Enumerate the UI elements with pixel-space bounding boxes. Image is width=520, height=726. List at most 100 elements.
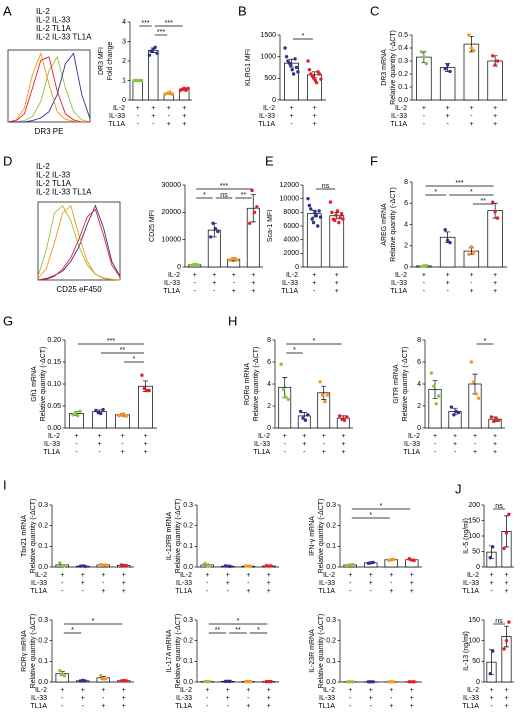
condition-label: IL-2 [113,105,125,112]
data-point [443,228,447,232]
data-point [58,561,62,565]
condition-sign: + [493,288,497,295]
y-axis-label: IL-23R mRNA [309,629,316,673]
condition-sign: - [313,288,316,295]
data-point [391,680,396,684]
condition-label: TL1A [163,288,180,295]
condition-sign: + [493,121,497,128]
condition-sign: + [348,572,352,579]
data-point [196,263,201,267]
condition-label: IL-33 [391,280,407,287]
condition-label: TL1A [462,703,479,710]
data-point [269,564,273,568]
data-point [474,392,478,396]
y-tick-label: 0 [476,564,480,571]
condition-sign: - [121,441,124,448]
condition-sign: + [246,572,250,579]
data-point [186,86,190,91]
y-axis-label: CD25 MFI [149,210,156,242]
y-tick-label: 0.1 [398,84,408,91]
data-point [314,80,319,85]
legend-entry: IL-2 [36,162,50,171]
condition-sign: - [370,588,373,595]
condition-sign: + [267,687,271,694]
condition-sign: - [349,703,352,710]
data-point [369,680,373,684]
y-axis-label: Fold change [107,42,114,81]
data-point [467,252,471,256]
data-point [491,545,495,549]
condition-sign: + [469,288,473,295]
condition-sign: + [143,449,147,456]
data-point [504,638,509,643]
data-point [412,558,416,563]
significance-label: * [434,189,437,196]
panel-label: J [455,481,462,496]
data-point [419,50,424,54]
condition-sign: - [303,449,306,456]
y-tick-label: 0 [417,425,421,432]
y-tick-label: 0.2 [398,71,408,78]
data-point [507,620,511,624]
y-axis-label: Tbx21 mRNA [21,515,28,557]
data-point [203,561,207,565]
y-tick-label: 0.3 [183,502,193,509]
condition-sign: + [122,695,126,702]
data-point [226,679,230,684]
data-point [211,221,215,225]
condition-sign: + [232,272,236,279]
data-point [448,69,452,74]
condition-sign: + [489,695,493,702]
data-point [207,564,212,568]
condition-sign: + [246,687,250,694]
condition-sign: - [349,695,352,702]
condition-sign: - [470,113,473,120]
condition-sign: + [410,687,414,694]
condition-sign: + [74,433,78,440]
y-tick-label: 8 [267,337,271,344]
data-point [284,395,288,399]
condition-sign: - [206,695,209,702]
condition-label: IL-2 [408,433,420,440]
condition-sign: - [206,703,209,710]
condition-sign: - [137,113,140,120]
significance-label: * [133,356,136,363]
significance-label: * [71,627,74,634]
condition-label: IL-33 [254,441,270,448]
significance-label: * [369,512,372,519]
panel-label: F [370,153,378,168]
y-tick-label: 50 [472,658,480,665]
data-point [301,416,305,420]
y-tick-label: 6 [417,359,421,366]
data-point [489,415,494,419]
data-point [205,679,209,684]
data-point [332,218,337,223]
data-point [412,680,416,684]
condition-sign: + [101,588,105,595]
condition-sign: + [143,441,147,448]
significance-label: * [302,33,305,40]
condition-sign: + [143,433,147,440]
y-tick-label: 0.3 [398,58,408,65]
data-point [281,387,286,392]
data-point [320,393,325,397]
y-tick-label: 3 [122,38,126,45]
condition-sign: - [168,113,171,120]
y-tick-label: 2 [404,243,408,250]
y-tick-label: 0.05 [47,403,61,410]
y-tick-label: 4 [122,19,126,26]
y-tick-label: 6000 [283,223,299,230]
data-point [317,209,321,213]
condition-label: IL-2 [395,105,407,112]
condition-sign: + [267,580,271,587]
bar [138,385,153,429]
legend-entry: IL-2 IL-33 [36,16,71,25]
y-tick-label: 0 [476,679,480,686]
condition-sign: + [312,121,316,128]
y-axis-label: IFN-γ mRNA [309,516,316,556]
y-tick-label: 0.1 [38,658,48,665]
condition-sign: + [97,433,101,440]
y-tick-label: 0.1 [183,658,193,665]
data-point [345,415,349,419]
bar [329,215,345,268]
